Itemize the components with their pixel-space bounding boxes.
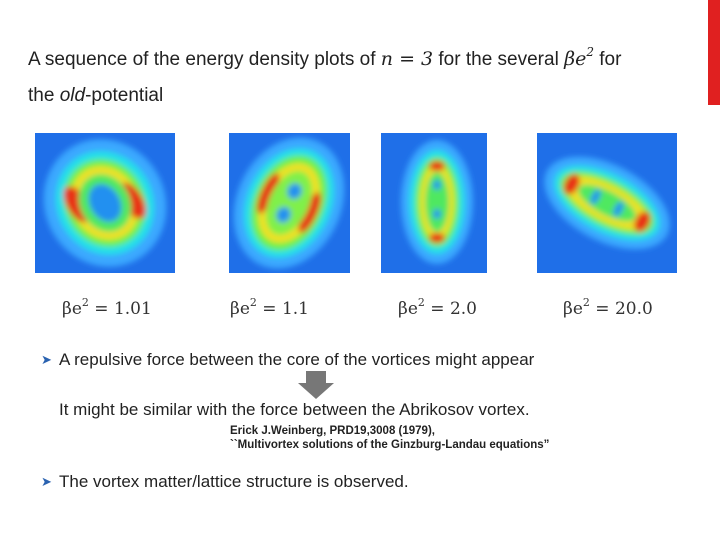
caption-symbol: βe — [563, 299, 583, 319]
caption-symbol: βe — [62, 299, 82, 319]
follow-text: It might be similar with the force betwe… — [59, 400, 530, 419]
plot — [229, 133, 350, 273]
title-part: n = 3 — [380, 48, 434, 70]
caption: βe2 = 2.0 — [398, 296, 477, 319]
caption-exponent: 2 — [417, 296, 425, 309]
title-part: for the several — [433, 49, 565, 70]
accent-bar — [708, 0, 720, 105]
caption-value: = 1.01 — [88, 299, 152, 319]
caption-exponent: 2 — [249, 296, 257, 309]
title-part: for — [593, 49, 622, 70]
caption-symbol: βe — [398, 299, 418, 319]
bullet: ➤ A repulsive force between the core of t… — [41, 350, 535, 370]
title-part: old — [59, 85, 86, 106]
plot — [381, 133, 487, 273]
citation: ``Multivortex solutions of the Ginzburg-… — [230, 439, 550, 451]
caption-exponent: 2 — [582, 296, 590, 309]
caption-value: = 2.0 — [424, 299, 477, 319]
caption-value: = 1.1 — [256, 299, 309, 319]
caption: βe2 = 1.1 — [230, 296, 309, 319]
bullet-text: The vortex matter/lattice structure is o… — [59, 472, 409, 491]
plots — [35, 133, 677, 273]
caption-symbol: βe — [230, 299, 250, 319]
bullet-text: A repulsive force between the core of th… — [59, 350, 535, 369]
bullet: ➤ The vortex matter/lattice structure is … — [41, 472, 409, 492]
bullet-arrow: ➤ — [41, 352, 52, 367]
down-arrow — [298, 371, 334, 399]
title-part: 2 — [586, 45, 594, 59]
title-part: βe — [564, 48, 587, 70]
title-part: -potential — [85, 85, 164, 106]
bullet-arrow: ➤ — [41, 474, 52, 489]
caption: βe2 = 1.01 — [62, 296, 152, 319]
plot — [35, 133, 175, 273]
title-part: A sequence of the energy density plots o… — [28, 49, 381, 70]
caption-exponent: 2 — [81, 296, 89, 309]
caption-value: = 20.0 — [589, 299, 653, 319]
title-part: the — [28, 85, 60, 106]
caption: βe2 = 20.0 — [563, 296, 653, 319]
citation: Erick J.Weinberg, PRD19,3008 (1979), — [230, 425, 435, 437]
plot — [537, 133, 677, 273]
slide-title: A sequence of the energy density plots o… — [28, 34, 668, 114]
